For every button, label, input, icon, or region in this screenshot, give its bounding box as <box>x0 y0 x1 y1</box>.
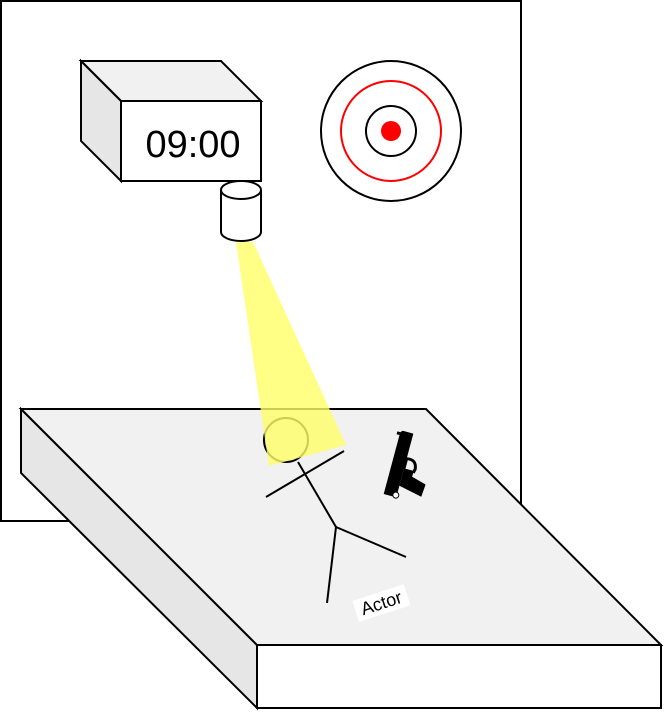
pistol-slide <box>383 430 414 498</box>
pistol-trigger-guard <box>402 457 417 474</box>
camera-body <box>220 190 262 242</box>
actor-leg-right <box>335 526 407 558</box>
actor-body <box>297 461 337 528</box>
floor-front-side <box>256 644 662 709</box>
actor-arms <box>265 450 345 498</box>
clock-time: 09:00 <box>145 124 240 166</box>
clock-box-face <box>120 100 262 182</box>
pistol-front-sight <box>396 431 401 436</box>
actor-label-bg <box>352 584 411 622</box>
floor-platform <box>18 406 664 711</box>
actor-leg-left <box>326 526 337 604</box>
spotlight-beam <box>236 242 346 466</box>
target-icon <box>320 60 462 202</box>
clock-box: 09:00 <box>78 58 264 184</box>
pistol-hammer <box>392 491 400 499</box>
target-middle-ring <box>340 80 442 182</box>
pistol-grip <box>399 468 426 497</box>
camera-lens-top <box>220 180 262 200</box>
camera-icon <box>220 180 262 242</box>
pistol-icon <box>383 430 426 499</box>
target-bullseye <box>381 121 401 141</box>
